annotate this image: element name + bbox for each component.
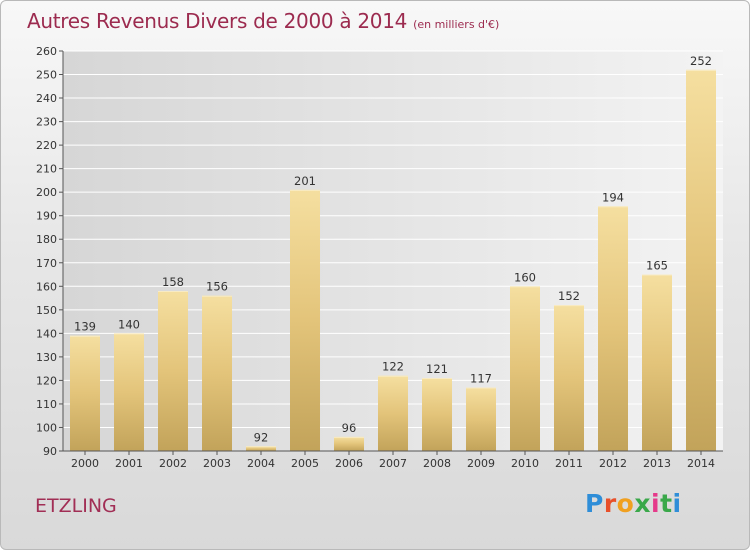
y-tick-label: 200 <box>36 186 57 199</box>
y-tick-label: 230 <box>36 116 57 129</box>
bar <box>334 436 364 451</box>
data-label: 160 <box>514 270 536 284</box>
x-tick-label: 2008 <box>423 457 451 470</box>
bar <box>466 387 496 451</box>
y-tick-label: 190 <box>36 210 57 223</box>
commune-name: ETZLING <box>35 495 117 517</box>
x-tick-label: 2010 <box>511 457 539 470</box>
y-tick-label: 130 <box>36 351 57 364</box>
x-tick-label: 2007 <box>379 457 407 470</box>
y-tick-label: 110 <box>36 398 57 411</box>
y-tick-label: 100 <box>36 421 57 434</box>
y-tick-label: 260 <box>36 45 57 58</box>
bar <box>378 375 408 451</box>
x-tick-label: 2006 <box>335 457 363 470</box>
bar <box>598 206 628 451</box>
y-tick-label: 240 <box>36 92 57 105</box>
data-label: 252 <box>690 54 712 68</box>
bar <box>70 335 100 451</box>
y-tick-label: 250 <box>36 69 57 82</box>
bar <box>246 446 276 451</box>
y-tick-label: 160 <box>36 280 57 293</box>
data-label: 96 <box>342 421 357 435</box>
data-label: 158 <box>162 275 184 289</box>
data-label: 121 <box>426 362 448 376</box>
data-label: 139 <box>74 320 96 334</box>
chart-title: Autres Revenus Divers de 2000 à 2014 <box>27 9 408 33</box>
data-label: 201 <box>294 174 316 188</box>
data-label: 165 <box>646 259 668 273</box>
x-tick-label: 2003 <box>203 457 231 470</box>
x-tick-label: 2011 <box>555 457 583 470</box>
y-tick-label: 120 <box>36 374 57 387</box>
x-tick-label: 2004 <box>247 457 275 470</box>
data-label: 140 <box>118 317 140 331</box>
x-tick-label: 2013 <box>643 457 671 470</box>
proxiti-logo: Proxiti <box>585 489 682 518</box>
bar <box>202 295 232 451</box>
chart-unit: (en milliers d'€) <box>413 18 500 31</box>
bar <box>158 291 188 451</box>
chart-title-row: Autres Revenus Divers de 2000 à 2014 (en … <box>27 9 499 33</box>
y-tick-label: 180 <box>36 233 57 246</box>
y-tick-label: 170 <box>36 257 57 270</box>
y-tick-label: 220 <box>36 139 57 152</box>
y-tick-label: 90 <box>43 445 57 458</box>
bar <box>114 333 144 451</box>
x-tick-label: 2005 <box>291 457 319 470</box>
x-tick-label: 2014 <box>687 457 715 470</box>
data-label: 156 <box>206 280 228 294</box>
y-tick-label: 140 <box>36 327 57 340</box>
data-label: 122 <box>382 360 404 374</box>
x-tick-label: 2012 <box>599 457 627 470</box>
bar <box>422 378 452 451</box>
bar <box>510 286 540 451</box>
y-tick-label: 210 <box>36 163 57 176</box>
data-label: 92 <box>254 430 269 444</box>
data-label: 152 <box>558 289 580 303</box>
x-tick-label: 2000 <box>71 457 99 470</box>
bar <box>290 189 320 451</box>
data-label: 117 <box>470 371 492 385</box>
data-label: 194 <box>602 190 624 204</box>
y-tick-label: 150 <box>36 304 57 317</box>
x-tick-label: 2002 <box>159 457 187 470</box>
x-tick-label: 2009 <box>467 457 495 470</box>
x-tick-label: 2001 <box>115 457 143 470</box>
bar <box>686 69 716 451</box>
bar <box>642 274 672 451</box>
bar <box>554 305 584 451</box>
